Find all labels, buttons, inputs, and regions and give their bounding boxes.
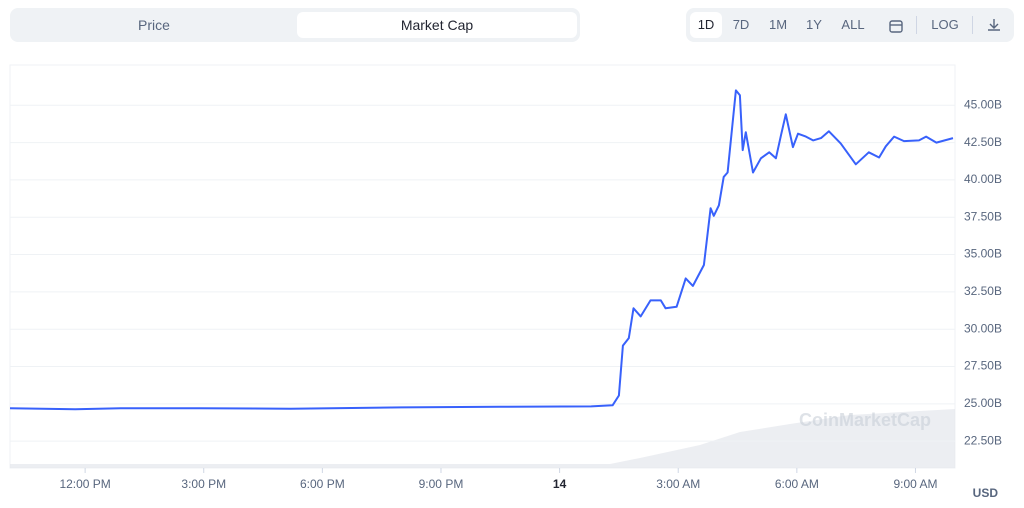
x-tick-label: 6:00 AM [775, 477, 819, 491]
y-tick-label: 27.50B [964, 359, 1002, 373]
y-tick-label: 35.00B [964, 247, 1002, 261]
volume-area [10, 409, 955, 468]
x-tick-label: 9:00 PM [419, 477, 464, 491]
y-tick-label: 37.50B [964, 209, 1002, 223]
y-tick-label: 25.00B [964, 396, 1002, 410]
x-tick-label: 14 [553, 477, 567, 491]
x-tick-label: 6:00 PM [300, 477, 345, 491]
y-tick-label: 42.50B [964, 135, 1002, 149]
tab[interactable]: Price [138, 17, 170, 33]
price-line [9, 89, 954, 411]
view-tabs: Price Market Cap [10, 8, 580, 42]
calendar-icon[interactable] [888, 18, 904, 34]
x-tick-label: 9:00 AM [893, 477, 937, 491]
tab[interactable]: Market Cap [297, 12, 577, 38]
watermark: CoinMarketCap [799, 410, 931, 430]
range-button[interactable]: ALL [841, 17, 865, 32]
y-tick-label: 30.00B [964, 321, 1002, 335]
x-tick-label: 12:00 PM [59, 477, 110, 491]
log-button[interactable]: LOG [931, 17, 959, 32]
range-button[interactable]: 1Y [806, 17, 822, 32]
download-icon[interactable] [986, 17, 1002, 33]
divider [972, 16, 973, 34]
range-bar: 1D 7D 1M 1Y ALL LOG [686, 8, 1014, 42]
currency-label: USD [973, 486, 999, 500]
y-tick-label: 45.00B [964, 97, 1002, 111]
plot-frame [9, 64, 956, 469]
divider [916, 16, 917, 34]
x-tick-label: 3:00 AM [656, 477, 700, 491]
x-tick-label: 3:00 PM [181, 477, 226, 491]
y-tick-label: 40.00B [964, 172, 1002, 186]
y-tick-label: 32.50B [964, 284, 1002, 298]
range-button[interactable]: 1D [690, 12, 722, 38]
range-button[interactable]: 1M [768, 17, 788, 32]
y-tick-label: 22.50B [964, 433, 1002, 447]
range-button[interactable]: 7D [732, 17, 750, 32]
